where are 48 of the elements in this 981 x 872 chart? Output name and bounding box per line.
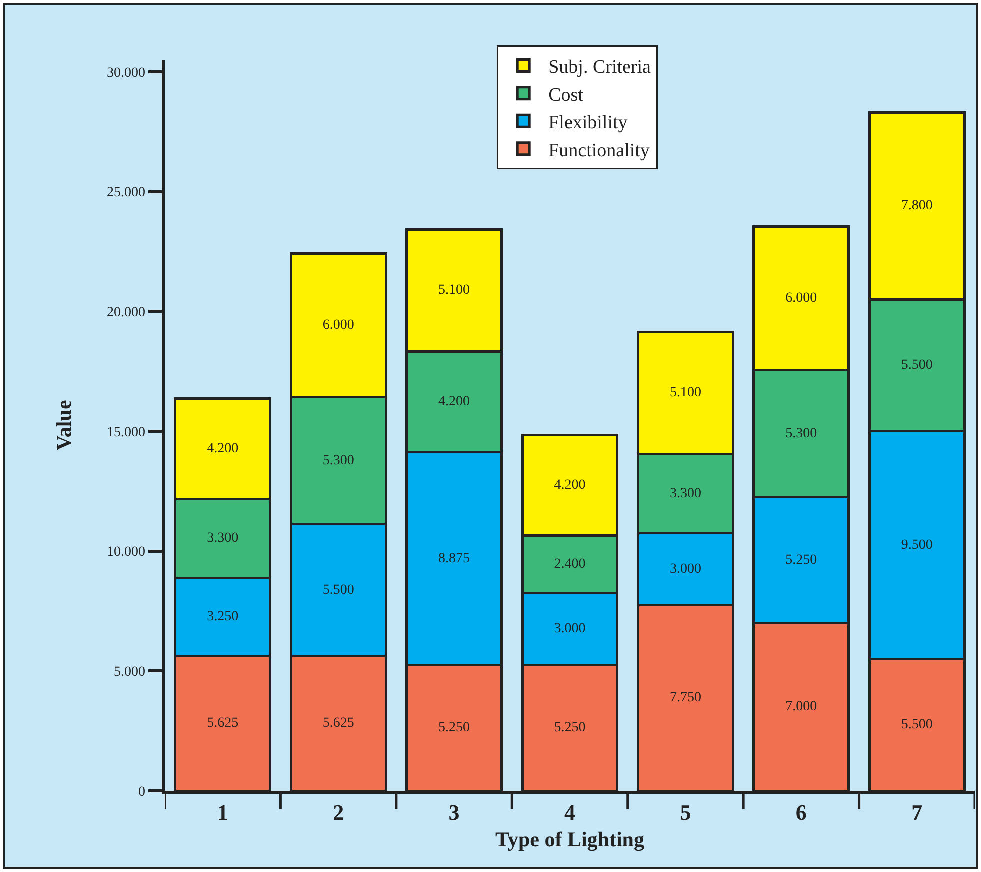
- data-label: 6.000: [786, 290, 818, 306]
- data-label: 5.500: [322, 582, 354, 598]
- y-tick-label: 0: [138, 784, 146, 800]
- data-label: 3.000: [670, 562, 702, 577]
- legend-label: Subj. Criteria: [548, 57, 652, 78]
- data-label: 5.250: [786, 552, 818, 568]
- data-label: 9.500: [901, 538, 933, 553]
- legend-label: Functionality: [548, 140, 650, 162]
- data-label: 2.400: [554, 557, 586, 572]
- data-label: 5.300: [322, 453, 354, 468]
- data-label: 5.625: [207, 716, 239, 732]
- data-label: 3.000: [554, 622, 586, 637]
- x-tick-label: 3: [448, 800, 460, 826]
- data-label: 5.500: [901, 718, 933, 733]
- data-label: 3.300: [670, 486, 702, 502]
- data-label: 5.250: [438, 720, 470, 736]
- legend-label: Cost: [548, 84, 584, 106]
- data-label: 3.250: [207, 610, 239, 625]
- legend-label: Flexibility: [548, 112, 628, 134]
- data-label: 5.100: [438, 283, 470, 298]
- y-tick-label: 30.000: [106, 66, 146, 81]
- y-tick-label: 25.000: [106, 186, 146, 201]
- x-tick-label: 6: [796, 800, 807, 826]
- data-label: 4.200: [438, 394, 470, 410]
- data-label: 4.200: [207, 441, 239, 456]
- x-tick-label: 7: [912, 800, 923, 826]
- x-tick-label: 4: [564, 800, 576, 826]
- x-tick-label: 1: [217, 800, 228, 826]
- y-tick-label: 15.000: [106, 425, 146, 440]
- data-label: 8.875: [438, 551, 470, 566]
- data-label: 7.750: [670, 690, 702, 706]
- data-label: 4.200: [554, 478, 586, 493]
- data-label: 5.300: [786, 426, 818, 442]
- y-tick-label: 20.000: [106, 306, 146, 321]
- x-axis-title: Type of Lighting: [496, 827, 645, 852]
- x-tick-label: 5: [680, 800, 692, 826]
- x-tick-label: 2: [333, 800, 344, 826]
- y-tick-label: 5.000: [114, 665, 146, 680]
- y-axis-title: Value: [52, 400, 76, 451]
- y-tick-label: 10.000: [106, 545, 146, 560]
- data-label: 5.100: [670, 386, 702, 401]
- data-label: 5.500: [901, 358, 933, 374]
- data-label: 6.000: [322, 318, 354, 333]
- data-label: 3.300: [207, 531, 239, 546]
- data-label: 5.250: [554, 720, 586, 736]
- data-label: 7.800: [901, 198, 933, 214]
- data-label: 7.000: [786, 700, 818, 715]
- data-label: 5.625: [322, 716, 354, 732]
